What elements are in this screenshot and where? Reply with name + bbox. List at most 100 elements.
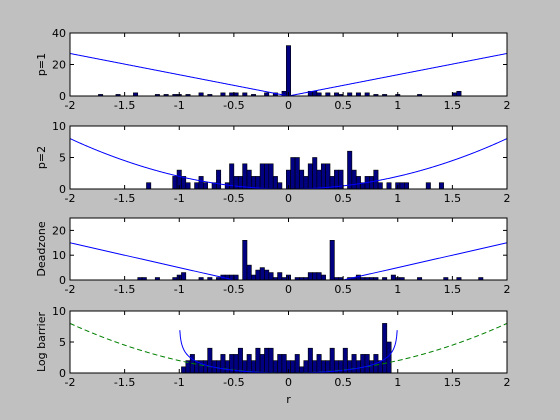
histogram-bar bbox=[233, 176, 239, 190]
histogram-bar bbox=[456, 90, 462, 97]
x-tick-label: -0.5 bbox=[223, 192, 244, 205]
x-tick-label: 2 bbox=[504, 376, 511, 389]
histogram-bar bbox=[251, 360, 257, 374]
histogram-bar bbox=[224, 360, 230, 374]
histogram-bar bbox=[264, 269, 270, 281]
y-tick-label: 40 bbox=[52, 27, 66, 40]
histogram-bar bbox=[255, 176, 261, 190]
penalty-curve-4 bbox=[179, 330, 398, 373]
histogram-bar bbox=[373, 169, 379, 190]
histogram-bar bbox=[185, 182, 191, 190]
histogram-bar bbox=[268, 272, 274, 281]
x-tick-label: 0 bbox=[285, 376, 292, 389]
histogram-bar bbox=[277, 182, 283, 190]
histogram-bar bbox=[281, 354, 287, 374]
histogram-bar bbox=[404, 182, 409, 190]
histogram-bar bbox=[316, 169, 322, 190]
histogram-bar bbox=[237, 347, 243, 374]
x-tick-label: 2 bbox=[504, 283, 511, 296]
histogram-bar bbox=[386, 182, 392, 190]
x-tick-label: 1 bbox=[394, 192, 401, 205]
histogram-bar bbox=[364, 354, 370, 374]
x-tick-label: -1.5 bbox=[114, 99, 135, 112]
histogram-bar bbox=[307, 347, 313, 374]
y-tick-label: 0 bbox=[59, 90, 66, 103]
histogram-bar bbox=[246, 264, 252, 281]
penalty-curve-2 bbox=[70, 138, 507, 189]
histogram-bar bbox=[272, 360, 278, 374]
x-tick-label: -1.5 bbox=[114, 192, 135, 205]
histogram-bar bbox=[316, 354, 322, 374]
histogram-bar bbox=[312, 360, 318, 374]
x-tick-label: 1.5 bbox=[444, 192, 462, 205]
histogram-bar bbox=[202, 182, 208, 190]
histogram-bar bbox=[259, 163, 265, 190]
histogram-bar bbox=[242, 163, 248, 190]
x-tick-label: 1 bbox=[394, 376, 401, 389]
x-tick-label: -1.5 bbox=[114, 376, 135, 389]
x-tick-label: 0.5 bbox=[334, 283, 352, 296]
histogram-bar bbox=[290, 360, 296, 374]
histogram-bar bbox=[303, 360, 309, 374]
x-tick-label: -1 bbox=[174, 376, 185, 389]
y-axis-label: p=2 bbox=[35, 146, 48, 169]
y-tick-label: 0 bbox=[59, 274, 66, 287]
histogram-bar bbox=[329, 347, 335, 374]
y-tick-label: 10 bbox=[52, 249, 66, 262]
histogram-bar bbox=[181, 272, 187, 281]
y-tick-label: 20 bbox=[52, 224, 66, 237]
histogram-bar bbox=[320, 163, 326, 190]
x-tick-label: 0.5 bbox=[334, 192, 352, 205]
histogram-bar bbox=[220, 354, 226, 374]
histogram-bar bbox=[299, 366, 305, 374]
x-tick-label: -1 bbox=[174, 283, 185, 296]
x-tick-label: -2 bbox=[65, 99, 76, 112]
histogram-bar bbox=[294, 354, 300, 374]
x-tick-label: 0.5 bbox=[334, 99, 352, 112]
histogram-bar bbox=[290, 157, 296, 190]
histogram-bar bbox=[312, 157, 318, 190]
histogram-bar bbox=[351, 169, 357, 190]
histogram-bar bbox=[251, 274, 257, 281]
y-tick-label: 0 bbox=[59, 183, 66, 196]
histogram-bar bbox=[194, 182, 200, 190]
histogram-bar bbox=[329, 240, 335, 281]
penalty-curve-1 bbox=[70, 52, 507, 96]
histogram-bar bbox=[255, 347, 261, 374]
histogram-bar bbox=[382, 323, 388, 374]
histogram-bar bbox=[320, 274, 326, 281]
subplot-2: -2 -1.5 -1 -0.5 0 0.5 1 1.5 2 0 5 10 p=2 bbox=[35, 120, 511, 205]
histogram-bar bbox=[307, 163, 313, 190]
x-tick-label: -1 bbox=[174, 99, 185, 112]
y-tick-label: 10 bbox=[52, 305, 66, 318]
histogram-bar bbox=[316, 272, 322, 281]
x-tick-label: 1.5 bbox=[444, 99, 462, 112]
histogram-bar bbox=[246, 169, 252, 190]
x-tick-label: 2 bbox=[504, 192, 511, 205]
histogram-bar bbox=[369, 176, 375, 190]
histogram-bar bbox=[390, 274, 396, 281]
histogram-bar bbox=[277, 354, 283, 374]
penalty-curve-3 bbox=[70, 242, 507, 280]
histogram-bar bbox=[181, 366, 187, 374]
x-tick-label: 0 bbox=[285, 99, 292, 112]
x-tick-label: -0.5 bbox=[223, 283, 244, 296]
histogram-bar bbox=[399, 182, 405, 190]
x-tick-label: -2 bbox=[65, 376, 76, 389]
histogram-bar bbox=[255, 269, 261, 281]
histogram-bar bbox=[438, 182, 444, 190]
histogram-bar bbox=[246, 354, 252, 374]
histogram-bar bbox=[224, 182, 230, 190]
y-tick-label: 20 bbox=[52, 59, 66, 72]
histogram-bar bbox=[369, 360, 375, 374]
x-tick-label: -2 bbox=[65, 192, 76, 205]
histogram-bar bbox=[347, 360, 353, 374]
histogram-bar bbox=[272, 176, 278, 190]
histogram-bar bbox=[264, 347, 270, 374]
x-tick-label: 0.5 bbox=[334, 376, 352, 389]
histogram-bar bbox=[264, 163, 270, 190]
histogram-bar bbox=[320, 360, 326, 374]
histogram-bar bbox=[146, 182, 152, 190]
